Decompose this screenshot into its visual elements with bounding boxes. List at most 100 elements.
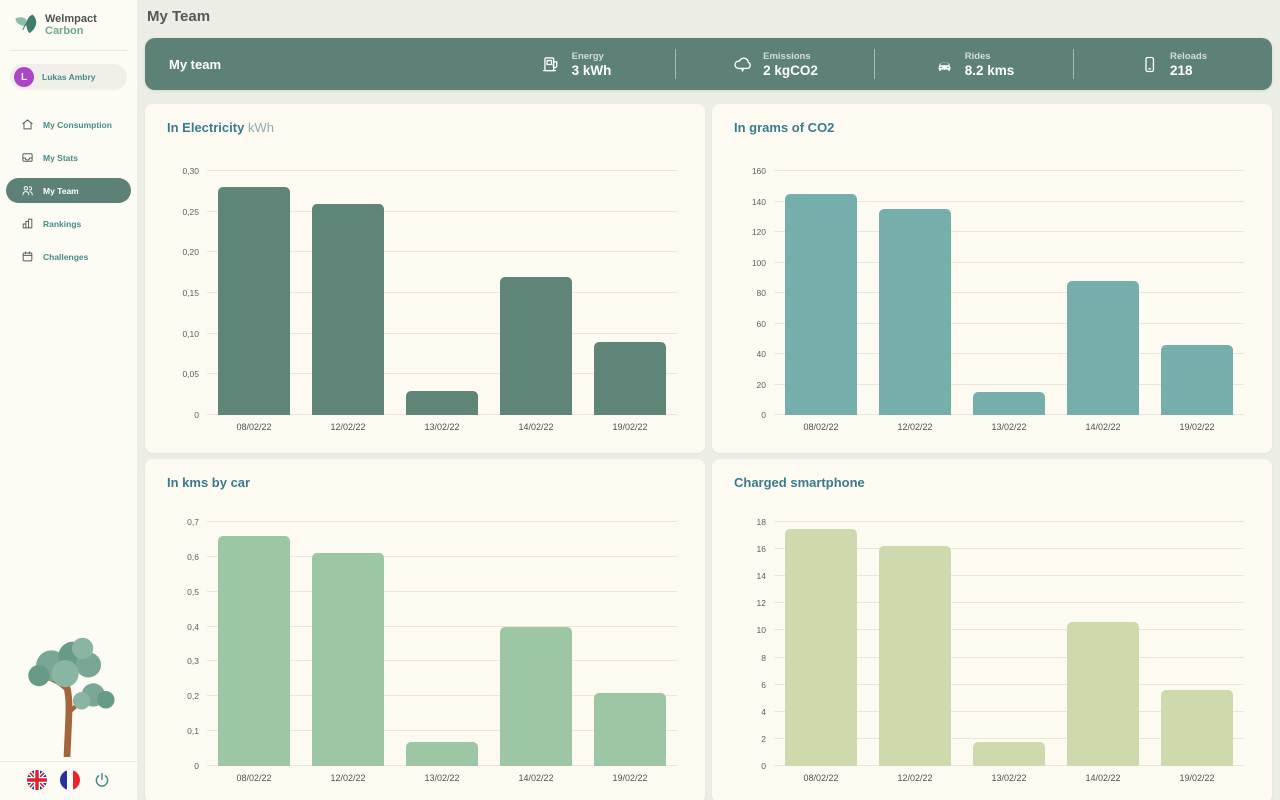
team-icon xyxy=(22,186,33,196)
chart-card-co2: In grams of CO2 160 140 120 100 80 60 40 20 0 08… xyxy=(712,104,1272,453)
page-title: My Team xyxy=(147,8,211,25)
car-icon xyxy=(938,62,951,71)
bar[interactable] xyxy=(218,187,290,415)
y-tick-label: 0,30 xyxy=(182,166,199,176)
bar[interactable] xyxy=(879,209,951,415)
bar[interactable] xyxy=(594,341,666,415)
sidebar-nav: My Consumption My Stats My Team Rankings xyxy=(0,112,137,269)
y-tick-label: 0,5 xyxy=(187,586,199,597)
chart-title: In grams of CO2 xyxy=(734,120,835,135)
sidebar-item-my-team[interactable]: My Team xyxy=(6,178,131,203)
x-tick-label: 14/02/22 xyxy=(1085,773,1121,783)
bar[interactable] xyxy=(1067,622,1139,766)
divider xyxy=(10,50,127,51)
gridline: 0,3 xyxy=(187,656,677,666)
sidebar: Welmpact Carbon L Lukas Ambry My Consump… xyxy=(0,0,137,800)
chart-card-electricity: In Electricity kWh 0,30 0,25 0,20 0,15 0,10 0… xyxy=(145,104,705,453)
stat-label: Emissions xyxy=(763,50,811,62)
team-stats-bar: My team Energy 3 kWh Emissions 2 kgCO2 xyxy=(145,38,1272,90)
sidebar-item-label: My Stats xyxy=(43,152,78,163)
gridline: 0,25 xyxy=(182,207,677,217)
x-tick-label: 12/02/22 xyxy=(330,422,366,432)
sidebar-item-label: Rankings xyxy=(43,218,82,229)
y-tick-label: 14 xyxy=(756,571,766,582)
gridline: 0,15 xyxy=(182,288,677,298)
y-tick-label: 0 xyxy=(761,410,766,420)
y-tick-label: 18 xyxy=(756,517,766,527)
bar[interactable] xyxy=(406,741,478,766)
y-tick-label: 0,05 xyxy=(182,369,199,380)
gridline: 120 xyxy=(752,227,1244,237)
x-tick-label: 13/02/22 xyxy=(991,422,1027,432)
gridline: 100 xyxy=(752,258,1244,268)
logout-power-button[interactable] xyxy=(93,771,111,789)
y-tick-label: 0,7 xyxy=(187,517,199,527)
power-icon xyxy=(95,772,108,787)
leaf-logo-icon xyxy=(15,14,37,34)
bar[interactable] xyxy=(312,203,384,415)
sidebar-item-my-consumption[interactable]: My Consumption xyxy=(6,112,131,137)
france-flag-icon[interactable] xyxy=(59,770,80,790)
gridline: 0,7 xyxy=(187,517,677,527)
sidebar-item-label: My Consumption xyxy=(43,119,112,130)
y-tick-label: 12 xyxy=(756,598,766,609)
bar[interactable] xyxy=(218,535,290,766)
bar[interactable] xyxy=(594,692,666,766)
stat-rides: Rides 8.2 kms xyxy=(875,38,1073,90)
y-tick-label: 0 xyxy=(194,761,199,771)
bar[interactable] xyxy=(785,528,857,766)
gridline: 40 xyxy=(757,349,1244,359)
app-logo[interactable]: Welmpact Carbon xyxy=(0,0,137,50)
gridline: 0,30 xyxy=(182,166,677,176)
main-content: My Team My team Energy 3 kWh Emissions xyxy=(137,0,1280,800)
sidebar-item-rankings[interactable]: Rankings xyxy=(6,211,131,236)
gridline: 0,6 xyxy=(187,552,677,562)
bar[interactable] xyxy=(973,741,1045,766)
gridline: 18 xyxy=(757,517,1244,527)
chart-title: In Electricity kWh xyxy=(167,120,274,135)
y-tick-label: 0,1 xyxy=(187,726,199,737)
x-tick-label: 13/02/22 xyxy=(424,773,460,783)
sidebar-item-my-stats[interactable]: My Stats xyxy=(6,145,131,170)
stat-value: 3 kWh xyxy=(571,62,612,78)
bar[interactable] xyxy=(312,553,384,766)
bar[interactable] xyxy=(973,392,1045,415)
bar[interactable] xyxy=(500,626,572,766)
x-axis-labels: 08/02/22 12/02/22 13/02/22 14/02/22 19/02/22 xyxy=(774,415,1244,432)
user-profile-chip[interactable]: L Lukas Ambry xyxy=(10,64,127,90)
x-axis-labels: 08/02/22 12/02/22 13/02/22 14/02/22 19/02/22 xyxy=(774,766,1244,783)
bar[interactable] xyxy=(879,546,951,766)
y-tick-label: 140 xyxy=(751,196,766,207)
chart-card-kms-by-car: In kms by car 0,7 0,6 0,5 0,4 0,3 0,2 0,1 0 08/… xyxy=(145,459,705,800)
stat-emissions: Emissions 2 kgCO2 xyxy=(676,38,874,90)
chart-title: Charged smartphone xyxy=(734,475,865,490)
x-tick-label: 08/02/22 xyxy=(803,773,839,783)
y-tick-label: 0,3 xyxy=(187,656,199,667)
y-tick-label: 4 xyxy=(761,706,766,717)
bar[interactable] xyxy=(406,390,478,415)
y-tick-label: 60 xyxy=(756,318,766,329)
gridline: 0,5 xyxy=(187,587,677,597)
stat-reloads: Reloads 218 xyxy=(1074,38,1272,90)
uk-flag-icon[interactable] xyxy=(26,770,47,790)
bar[interactable] xyxy=(1067,280,1139,415)
tree-illustration xyxy=(27,637,115,757)
bar-chart-plot: 0,7 0,6 0,5 0,4 0,3 0,2 0,1 0 xyxy=(187,517,677,771)
bar[interactable] xyxy=(785,193,857,415)
y-tick-label: 0,4 xyxy=(187,621,199,632)
bar-chart-plot: 160 140 120 100 80 60 40 20 0 xyxy=(752,166,1244,420)
smartphone-icon xyxy=(1145,56,1155,72)
bar[interactable] xyxy=(1161,690,1233,766)
y-tick-label: 0,10 xyxy=(182,328,199,339)
gridline: 140 xyxy=(752,197,1244,207)
sidebar-item-challenges[interactable]: Challenges xyxy=(6,244,131,269)
gridline: 0,4 xyxy=(187,622,677,632)
bar[interactable] xyxy=(500,276,572,415)
x-tick-label: 13/02/22 xyxy=(991,773,1027,783)
bar[interactable] xyxy=(1161,344,1233,415)
bar-chart-plot: 18 16 14 12 10 8 6 4 2 0 xyxy=(757,517,1244,771)
y-tick-label: 8 xyxy=(761,652,766,663)
gridline: 0,2 xyxy=(187,691,677,701)
gridline: 4 xyxy=(761,707,1244,717)
divider xyxy=(1073,49,1074,79)
